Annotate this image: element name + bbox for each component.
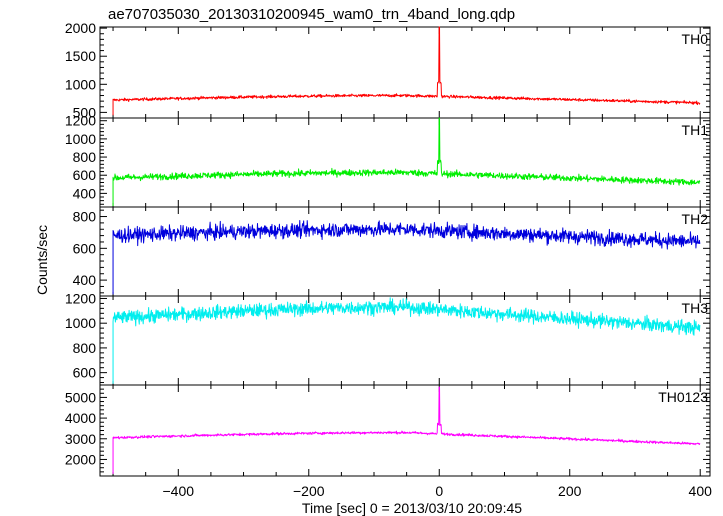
x-tick-label: 400 — [689, 483, 713, 499]
panels-layer: 500100015002000TH040060080010001200TH140… — [65, 20, 711, 477]
panel-label: TH1 — [682, 122, 709, 138]
series-line-th2 — [112, 220, 701, 295]
y-tick-label: 800 — [73, 340, 97, 356]
series-line-th0123 — [112, 386, 701, 474]
panel-frame — [99, 117, 711, 208]
panel-label: TH3 — [682, 300, 709, 316]
y-tick-label: 600 — [73, 167, 97, 183]
x-tick-label: −400 — [163, 483, 195, 499]
y-tick-label: 800 — [73, 209, 97, 225]
y-tick-label: 5000 — [65, 389, 96, 405]
y-tick-label: 2000 — [65, 451, 96, 467]
panel-th2: 400 600 800 TH2 — [73, 206, 711, 297]
panel-th1: 400 600 800 1000 1200 TH1 — [65, 113, 711, 208]
panel-frame — [99, 295, 711, 386]
x-axis-title: Time [sec] 0 = 2013/03/10 20:09:45 — [302, 500, 522, 516]
y-tick-label: 2000 — [65, 20, 96, 36]
chart-title: ae707035030_20130310200945_wam0_trn_4ban… — [108, 6, 515, 23]
y-tick-label: 600 — [73, 240, 97, 256]
y-tick-label: 1000 — [65, 315, 96, 331]
y-tick-label: 3000 — [65, 431, 96, 447]
y-tick-label: 400 — [73, 272, 97, 288]
panel-frame — [99, 384, 711, 477]
panel-th0123: 2000 3000 4000 5000 TH0123 — [65, 384, 711, 477]
series-line-th3 — [112, 297, 701, 384]
y-tick-label: 4000 — [65, 410, 96, 426]
panel-th3: 600 800 1000 1200 TH3 — [65, 290, 711, 386]
series-line-th0 — [112, 26, 701, 116]
panel-frame — [99, 206, 711, 297]
x-tick-label: 200 — [558, 483, 582, 499]
y-axis-title: Counts/sec — [34, 225, 50, 295]
x-axis: −400 −200 0 200 400 — [163, 483, 713, 499]
y-tick-label: 1200 — [65, 290, 96, 306]
x-tick-label: −200 — [293, 483, 325, 499]
panel-frame — [99, 26, 711, 119]
panel-label: TH0123 — [658, 389, 708, 405]
y-tick-label: 800 — [73, 149, 97, 165]
y-tick-label: 1000 — [65, 76, 96, 92]
y-tick-label: 1000 — [65, 131, 96, 147]
y-tick-label: 500 — [73, 104, 97, 120]
y-tick-label: 1500 — [65, 48, 96, 64]
y-tick-label: 1200 — [65, 113, 96, 129]
y-tick-label: 400 — [73, 185, 97, 201]
y-tick-label: 600 — [73, 365, 97, 381]
panel-th0: 500 1000 1500 2000 TH0 — [65, 20, 711, 120]
x-tick-label: 0 — [435, 483, 443, 499]
panel-label: TH2 — [682, 211, 709, 227]
panel-label: TH0 — [682, 31, 709, 47]
series-line-th1 — [112, 117, 701, 207]
